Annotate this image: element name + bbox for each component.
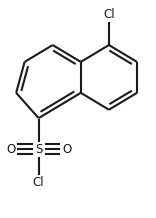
Text: Cl: Cl <box>103 8 115 21</box>
Text: S: S <box>35 143 42 156</box>
Text: O: O <box>62 143 71 156</box>
Text: O: O <box>6 143 15 156</box>
Text: Cl: Cl <box>33 176 44 189</box>
